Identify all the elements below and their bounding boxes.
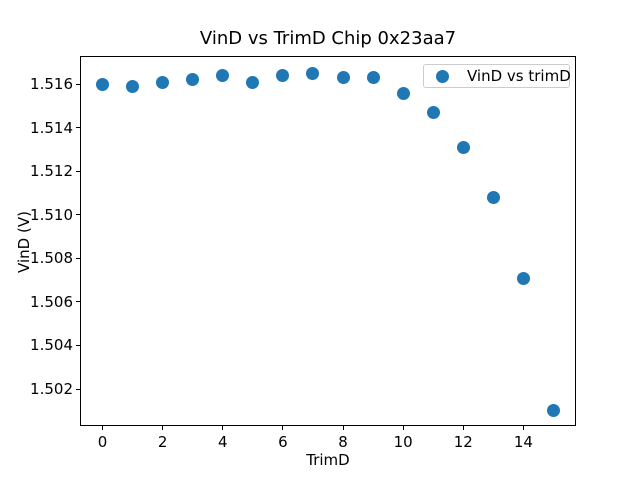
data-point <box>186 73 200 87</box>
x-tick <box>462 426 464 430</box>
data-point <box>396 86 410 100</box>
data-point <box>336 71 350 85</box>
y-tick-label: 1.502 <box>30 380 73 398</box>
y-tick-label: 1.512 <box>30 162 73 181</box>
data-point <box>546 404 560 418</box>
y-tick <box>76 83 80 85</box>
data-point <box>456 140 470 154</box>
y-tick <box>76 127 80 129</box>
data-point <box>486 190 500 204</box>
x-tick <box>102 426 104 430</box>
x-tick-label: 0 <box>97 433 108 451</box>
y-tick-label: 1.510 <box>30 205 73 224</box>
data-point <box>156 75 170 89</box>
y-tick <box>76 388 80 390</box>
plot-area <box>80 56 576 426</box>
legend-marker-icon <box>436 70 449 83</box>
y-tick <box>76 301 80 303</box>
x-tick-label: 14 <box>513 433 533 451</box>
data-point <box>426 106 440 120</box>
x-tick-label: 6 <box>278 433 288 451</box>
chart-title: VinD vs TrimD Chip 0x23aa7 <box>199 28 457 49</box>
x-tick-label: 4 <box>218 433 228 451</box>
y-tick <box>76 170 80 172</box>
y-tick-label: 1.506 <box>30 292 73 311</box>
data-point <box>276 69 290 83</box>
x-tick <box>222 426 224 430</box>
data-point <box>516 271 530 285</box>
x-tick-label: 8 <box>338 433 348 451</box>
legend: VinD vs trimD <box>423 64 571 88</box>
data-point <box>246 75 260 89</box>
legend-label: VinD vs trimD <box>467 67 571 85</box>
y-axis-label: VinD (V) <box>15 211 33 273</box>
y-tick <box>76 344 80 346</box>
data-point <box>366 71 380 85</box>
y-tick-label: 1.508 <box>30 249 73 268</box>
y-tick-label: 1.514 <box>30 118 73 137</box>
y-tick-label: 1.516 <box>30 75 73 94</box>
x-tick-label: 2 <box>157 433 168 451</box>
x-tick <box>522 426 524 430</box>
x-tick-label: 10 <box>393 433 413 451</box>
data-point <box>126 79 140 93</box>
y-tick <box>76 214 80 216</box>
x-tick <box>402 426 404 430</box>
data-point <box>96 77 110 91</box>
x-tick <box>162 426 164 430</box>
x-tick <box>282 426 284 430</box>
x-axis-label: TrimD <box>306 451 350 469</box>
data-point <box>216 69 230 83</box>
x-tick-label: 12 <box>453 433 473 451</box>
y-tick <box>76 257 80 259</box>
x-tick <box>342 426 344 430</box>
y-tick-label: 1.504 <box>30 336 73 355</box>
data-point <box>306 66 320 80</box>
